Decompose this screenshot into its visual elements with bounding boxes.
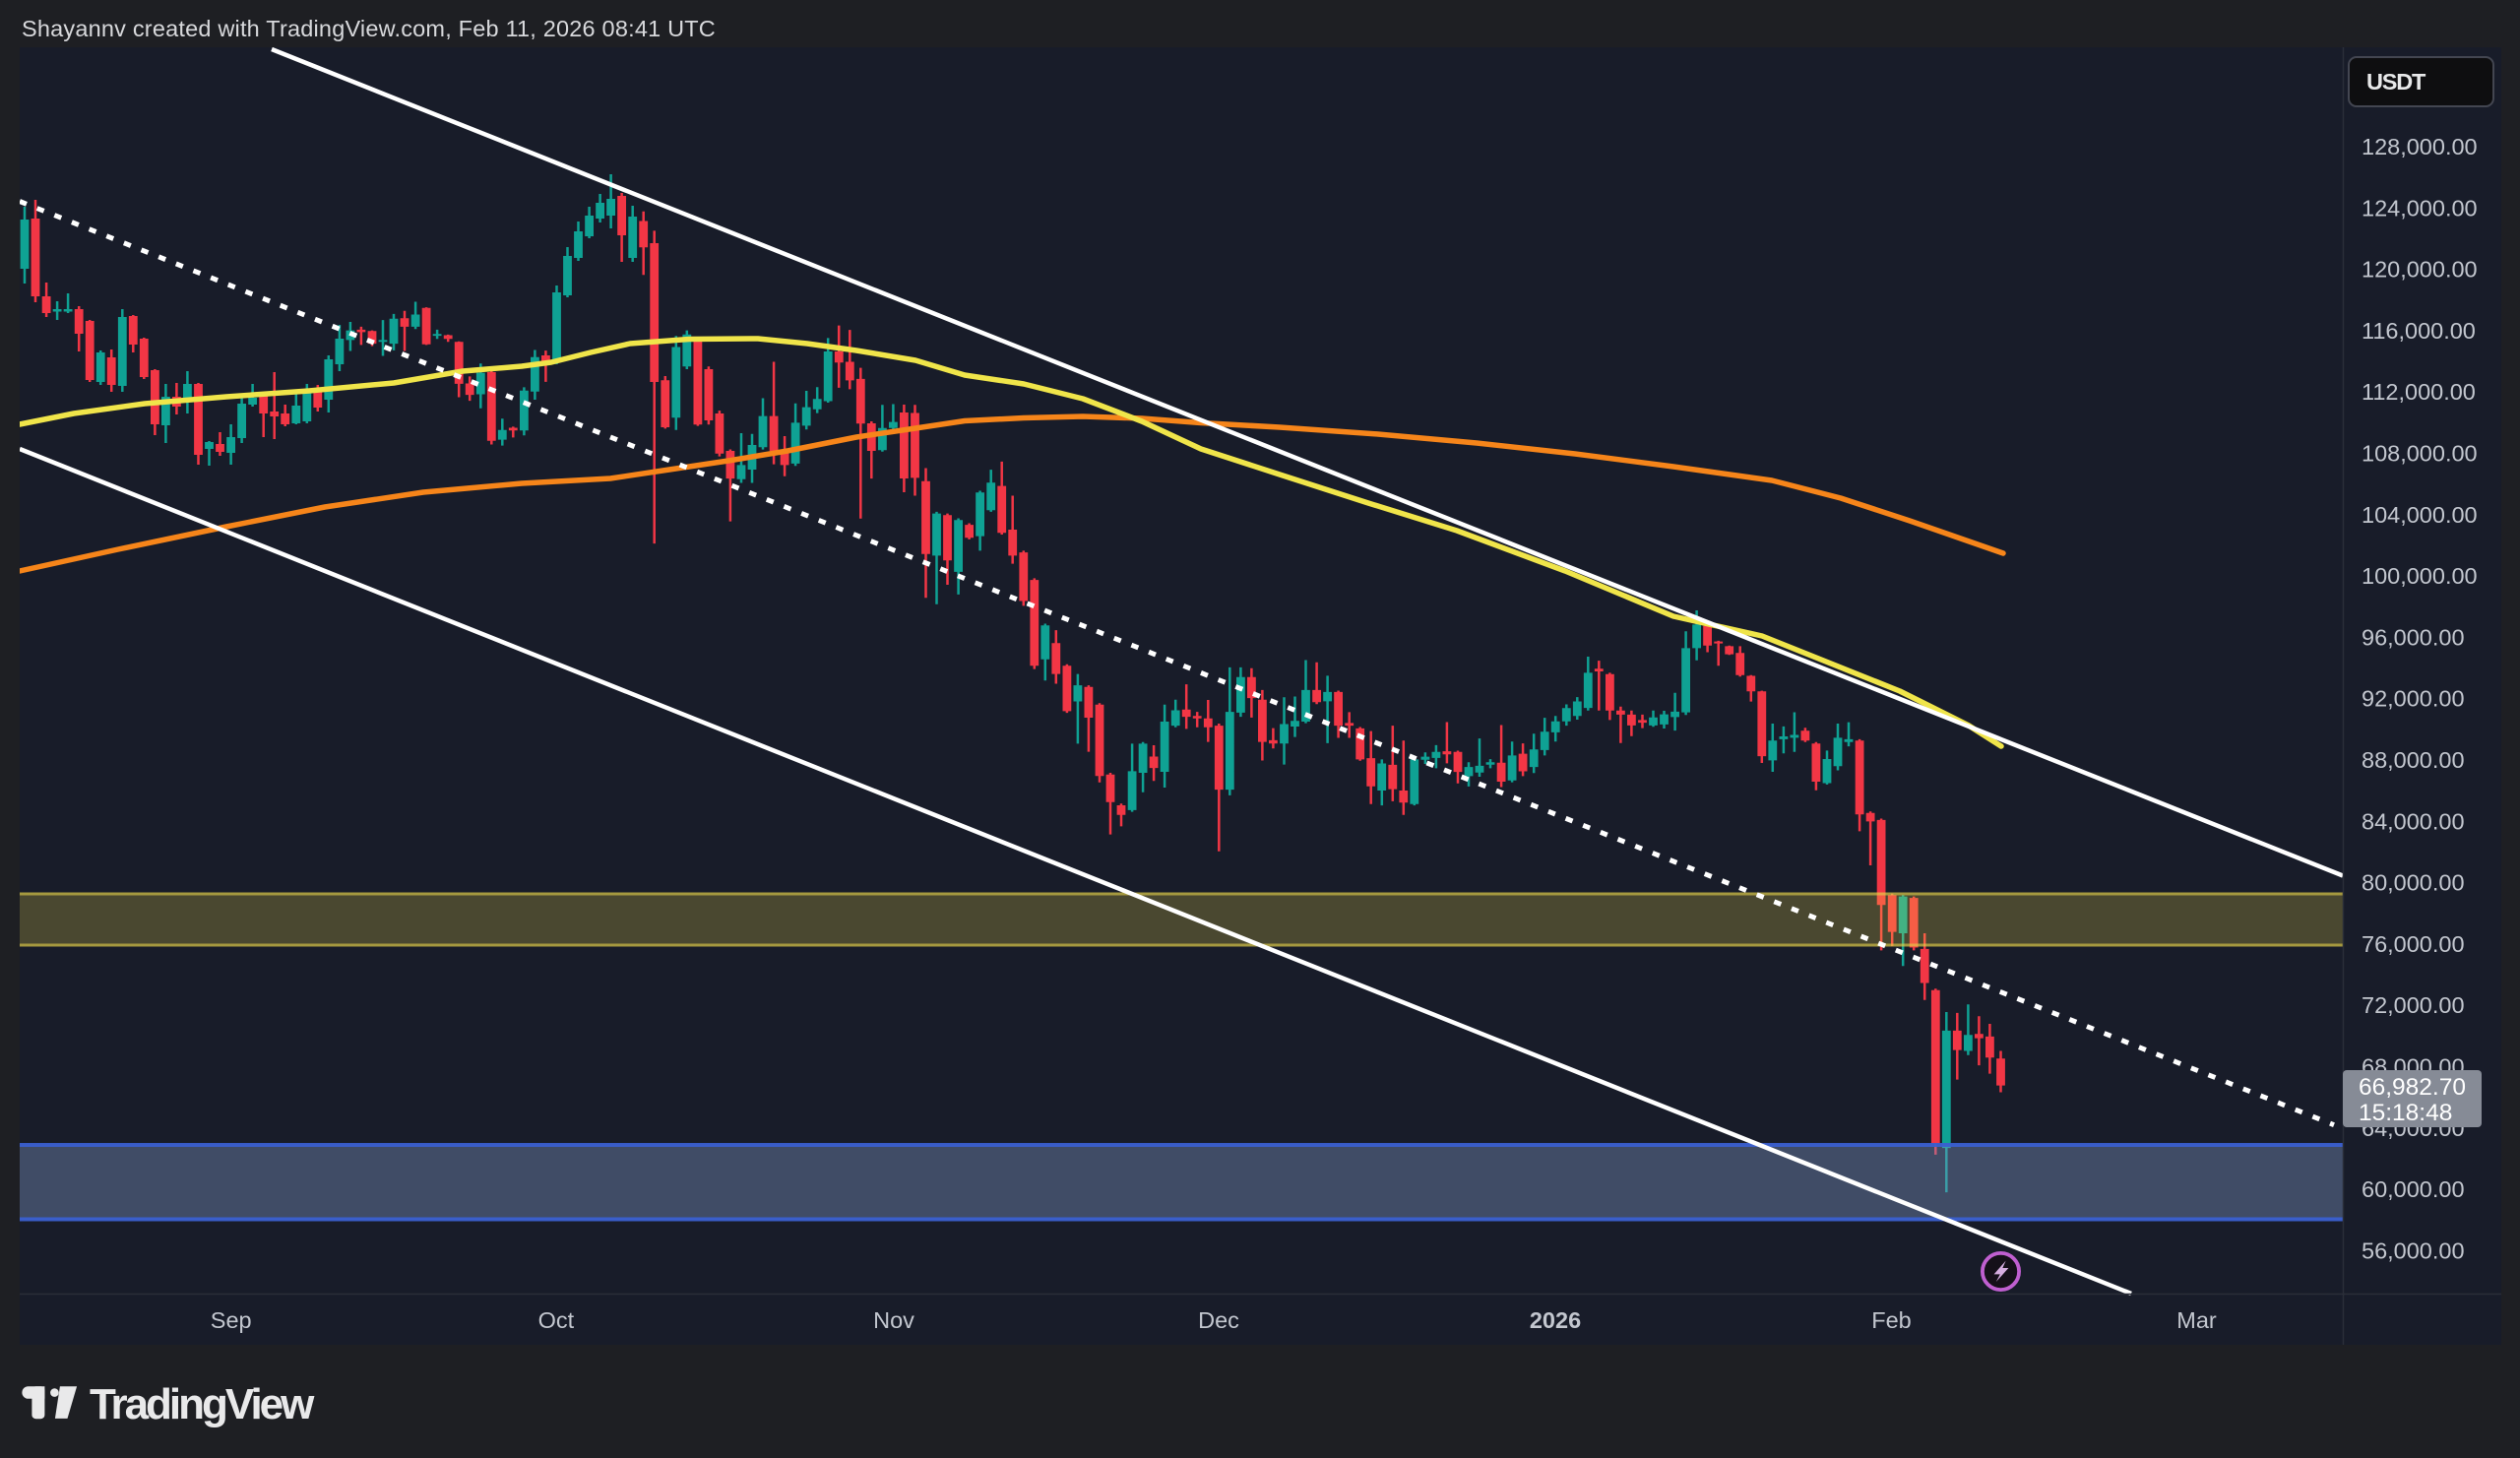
svg-text:Oct: Oct: [538, 1307, 575, 1333]
svg-text:USDT: USDT: [2366, 69, 2426, 95]
svg-text:Nov: Nov: [873, 1307, 914, 1333]
svg-text:2026: 2026: [1530, 1307, 1581, 1333]
svg-text:72,000.00: 72,000.00: [2362, 992, 2465, 1018]
svg-text:76,000.00: 76,000.00: [2362, 931, 2465, 957]
svg-text:116,000.00: 116,000.00: [2362, 318, 2476, 344]
svg-text:108,000.00: 108,000.00: [2362, 441, 2478, 467]
svg-text:TradingView: TradingView: [90, 1380, 315, 1428]
svg-text:56,000.00: 56,000.00: [2362, 1237, 2465, 1263]
svg-text:104,000.00: 104,000.00: [2362, 502, 2478, 528]
svg-text:Sep: Sep: [211, 1307, 252, 1333]
svg-text:Dec: Dec: [1198, 1307, 1239, 1333]
svg-text:Feb: Feb: [1871, 1307, 1912, 1333]
svg-text:96,000.00: 96,000.00: [2362, 624, 2465, 650]
svg-text:124,000.00: 124,000.00: [2362, 195, 2478, 221]
svg-text:100,000.00: 100,000.00: [2362, 563, 2478, 589]
svg-text:Mar: Mar: [2176, 1307, 2217, 1333]
svg-text:112,000.00: 112,000.00: [2362, 379, 2476, 405]
svg-text:84,000.00: 84,000.00: [2362, 808, 2465, 834]
svg-text:Shayannv created with TradingV: Shayannv created with TradingView.com, F…: [22, 16, 716, 41]
svg-text:66,982.70: 66,982.70: [2359, 1074, 2466, 1101]
svg-text:60,000.00: 60,000.00: [2362, 1176, 2465, 1202]
svg-text:128,000.00: 128,000.00: [2362, 134, 2478, 159]
svg-text:120,000.00: 120,000.00: [2362, 257, 2478, 283]
svg-text:15:18:48: 15:18:48: [2359, 1100, 2452, 1126]
svg-text:92,000.00: 92,000.00: [2362, 686, 2465, 712]
svg-text:88,000.00: 88,000.00: [2362, 747, 2465, 773]
svg-text:80,000.00: 80,000.00: [2362, 870, 2465, 896]
